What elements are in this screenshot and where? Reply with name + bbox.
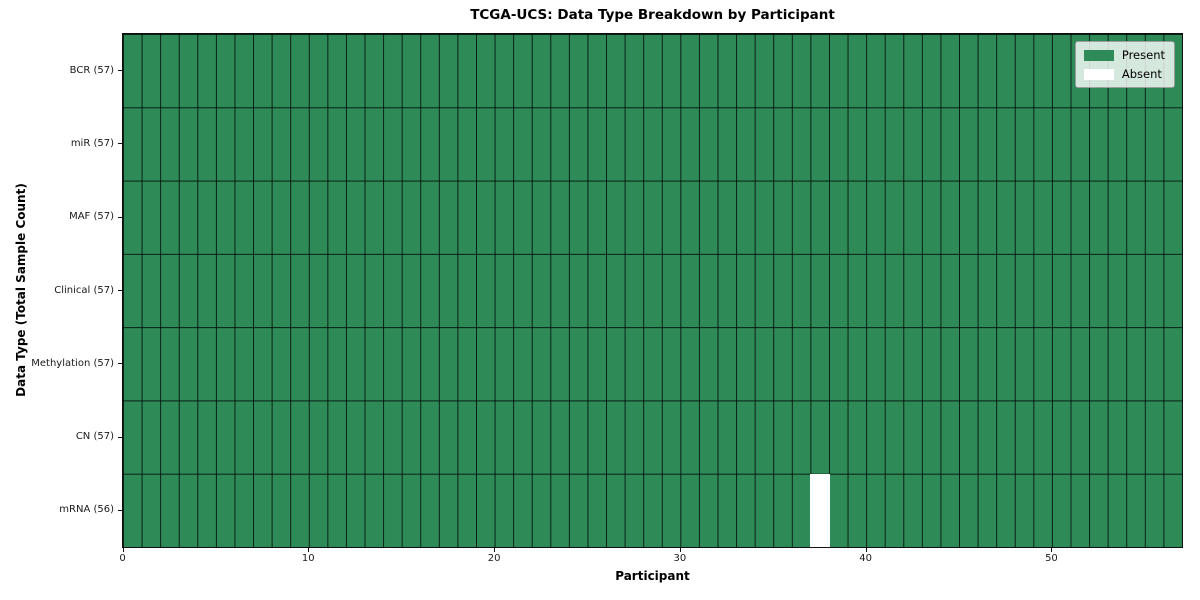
- xtick-label-10: 10: [301, 553, 315, 564]
- ytick-mark-Clinical: [118, 290, 122, 291]
- xtick-label-40: 40: [859, 553, 873, 564]
- xtick-label-50: 50: [1045, 553, 1058, 564]
- legend-swatch-absent: [1083, 68, 1114, 80]
- legend-swatch-present: [1083, 49, 1114, 61]
- ytick-label-BCR: BCR (57): [69, 64, 114, 76]
- absent-cell-mRNA-participant-37: [810, 473, 830, 547]
- xtick-mark-10: [308, 548, 310, 552]
- ytick-mark-Methylation: [118, 363, 122, 365]
- ytick-mark-MAF: [118, 216, 122, 218]
- legend: Present Absent: [1074, 41, 1175, 88]
- ytick-mark-miR: [118, 143, 122, 145]
- xtick-mark-0: [122, 548, 124, 552]
- xtick-mark-30: [679, 548, 681, 552]
- xtick-mark-40: [865, 548, 867, 552]
- xtick-label-20: 20: [487, 553, 501, 564]
- ytick-label-CN: CN (57): [75, 431, 114, 443]
- ytick-label-Clinical: Clinical (57): [54, 284, 114, 296]
- legend-entry-present: Present: [1083, 48, 1165, 62]
- legend-label: Absent: [1121, 67, 1162, 81]
- legend-entry-absent: Absent: [1083, 67, 1165, 81]
- ytick-label-mRNA: mRNA (56): [59, 504, 114, 516]
- chart-title: TCGA-UCS: Data Type Breakdown by Partici…: [470, 7, 835, 23]
- ytick-mark-CN: [118, 436, 122, 438]
- xtick-label-0: 0: [119, 553, 126, 564]
- xtick-mark-50: [1051, 548, 1053, 552]
- ytick-label-Methylation: Methylation (57): [31, 357, 114, 369]
- xtick-mark-20: [494, 548, 496, 552]
- ytick-mark-BCR: [118, 70, 122, 72]
- x-axis-title: Participant: [615, 569, 690, 583]
- legend-label: Present: [1121, 48, 1165, 62]
- ytick-label-MAF: MAF (57): [69, 211, 114, 223]
- ytick-label-miR: miR (57): [70, 137, 114, 149]
- ytick-mark-mRNA: [118, 509, 122, 511]
- xtick-label-30: 30: [673, 553, 687, 564]
- plot-area: Present Absent: [122, 33, 1183, 548]
